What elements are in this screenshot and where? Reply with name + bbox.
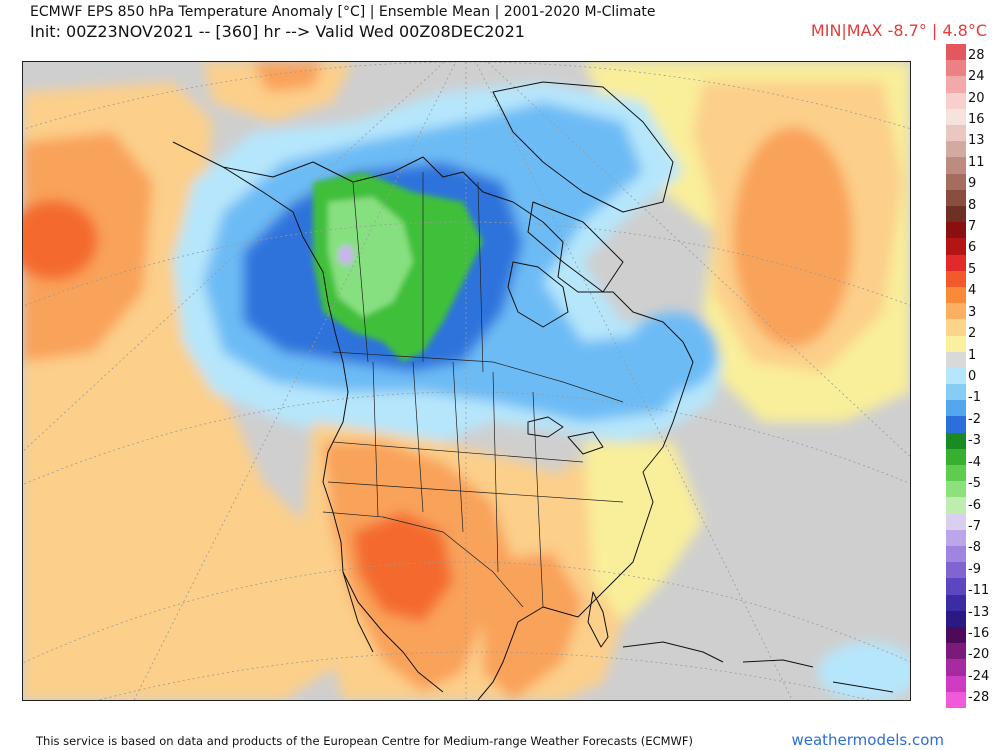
scale-label: 3: [968, 304, 977, 320]
scale-label: 28: [968, 47, 985, 63]
scale-swatch: [946, 659, 966, 677]
scale-swatch: [946, 205, 966, 223]
scale-label: 16: [968, 111, 985, 127]
scale-swatch: [946, 189, 966, 207]
min-max-readout: MIN|MAX -8.7° | 4.8°C: [810, 21, 987, 40]
graticule: [23, 62, 910, 700]
scale-label: -16: [968, 626, 990, 642]
scale-swatch: [946, 416, 966, 434]
map-title: ECMWF EPS 850 hPa Temperature Anomaly [°…: [30, 4, 656, 20]
scale-label: -8: [968, 540, 981, 556]
scale-swatch: [946, 400, 966, 417]
anomaly-map-canvas: [23, 62, 910, 700]
scale-swatch: [946, 513, 966, 531]
scale-swatch: [946, 76, 966, 94]
scale-swatch: [946, 124, 966, 142]
scale-label: -7: [968, 518, 981, 534]
scale-swatch: [946, 562, 966, 579]
scale-swatch: [946, 691, 966, 709]
scale-swatch: [946, 335, 966, 353]
ecmwf-credit: This service is based on data and produc…: [36, 734, 693, 748]
scale-label: -11: [968, 583, 990, 599]
scale-label: -6: [968, 497, 981, 513]
scale-swatch: [946, 254, 966, 272]
color-scale-bar: [946, 44, 966, 709]
scale-label: -3: [968, 433, 981, 449]
scale-swatch: [946, 627, 966, 644]
scale-label: -1: [968, 390, 981, 406]
scale-label: -13: [968, 604, 990, 620]
scale-label: 7: [968, 219, 977, 235]
scale-label: 9: [968, 176, 977, 192]
scale-swatch: [946, 578, 966, 596]
usa-warm-core: [353, 512, 453, 622]
scale-swatch: [946, 44, 966, 61]
arctic-warm-patch-2: [253, 62, 323, 92]
scale-swatch: [946, 303, 966, 320]
scale-label: -24: [968, 668, 990, 684]
scale-swatch: [946, 270, 966, 288]
scale-label: -4: [968, 454, 981, 470]
scale-label: -5: [968, 476, 981, 492]
green-light-core: [328, 197, 413, 317]
scale-label: -2: [968, 411, 981, 427]
scale-label: -20: [968, 647, 990, 663]
scale-label: -28: [968, 690, 990, 706]
scale-label: 4: [968, 283, 977, 299]
pacific-warm-max: [23, 200, 98, 280]
scale-swatch: [946, 351, 966, 369]
scale-swatch: [946, 92, 966, 110]
scale-swatch: [946, 465, 966, 482]
scale-swatch: [946, 238, 966, 256]
scale-swatch: [946, 286, 966, 304]
scale-swatch: [946, 384, 966, 401]
labrador-cool: [628, 312, 718, 392]
scale-swatch: [946, 529, 966, 547]
scale-label: 2: [968, 326, 977, 342]
scale-swatch: [946, 594, 966, 612]
scale-label: 24: [968, 69, 985, 85]
scale-label: 11: [968, 154, 985, 170]
scale-swatch: [946, 448, 966, 466]
scale-label: 1: [968, 347, 977, 363]
scale-label: 0: [968, 369, 977, 384]
caribbean-cool: [818, 642, 910, 700]
lavender-min: [338, 245, 354, 265]
scale-label: 6: [968, 240, 977, 256]
scale-swatch: [946, 432, 966, 450]
site-link[interactable]: weathermodels.com: [791, 731, 944, 749]
scale-swatch: [946, 319, 966, 336]
scale-label: 5: [968, 261, 977, 277]
scale-swatch: [946, 610, 966, 628]
scale-swatch: [946, 481, 966, 498]
scale-swatch: [946, 643, 966, 660]
scale-swatch: [946, 141, 966, 158]
color-scale-labels: 28 24 20 16 13 11 9 8 7 6 5 4 3 2 1 0 -1 -2 -3 -4 -5 -6 -7 -8 -9…: [968, 44, 1000, 708]
init-valid-line: Init: 00Z23NOV2021 -- [360] hr --> Valid…: [30, 22, 525, 41]
borders: [322, 172, 624, 608]
scale-label: 8: [968, 197, 977, 213]
atlantic-warm-max: [733, 127, 853, 347]
coastlines: [172, 81, 894, 700]
scale-label: -9: [968, 561, 981, 577]
scale-swatch: [946, 675, 966, 693]
scale-swatch: [946, 108, 966, 126]
scale-swatch: [946, 157, 966, 175]
scale-swatch: [946, 367, 966, 385]
scale-swatch: [946, 60, 966, 77]
scale-swatch: [946, 173, 966, 191]
scale-swatch: [946, 497, 966, 515]
anomaly-map: [22, 61, 911, 701]
scale-swatch: [946, 546, 966, 563]
scale-label: 20: [968, 90, 985, 106]
scale-swatch: [946, 222, 966, 239]
scale-label: 13: [968, 133, 985, 149]
